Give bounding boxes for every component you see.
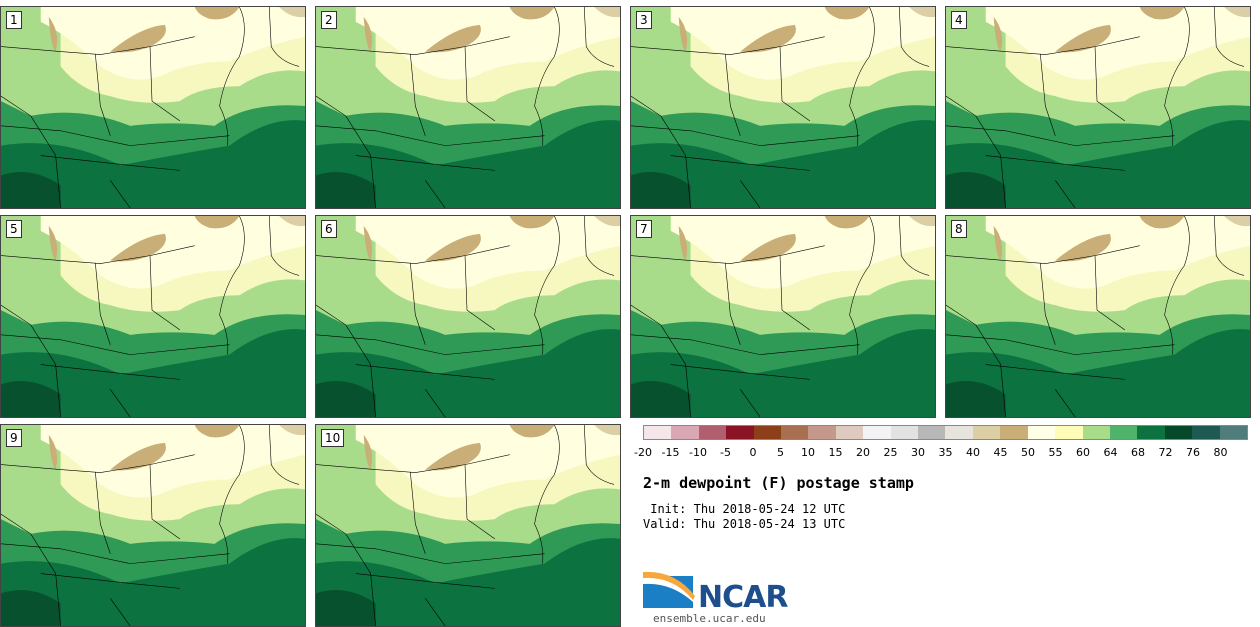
colorbar-tick-label: 60 [1076,446,1090,459]
colorbar-tick-label: 40 [966,446,980,459]
colorbar-swatch [1164,426,1193,439]
member-number-label: 9 [6,429,22,447]
colorbar [643,425,1248,440]
colorbar-tick-label: 0 [749,446,757,459]
colorbar-swatch [781,426,809,439]
colorbar-swatch [698,426,727,439]
colorbar-tick-label: -10 [689,446,707,459]
dewpoint-map [946,216,1250,417]
colorbar-swatch [644,426,672,439]
plot-title: 2-m dewpoint (F) postage stamp [643,474,914,492]
colorbar-swatch [1109,426,1138,439]
postage-stamp-member: 8 [945,215,1251,418]
colorbar-swatch [1192,426,1220,439]
colorbar-tick-label: -20 [634,446,652,459]
colorbar-tick-label: 55 [1048,446,1063,459]
colorbar-swatch [808,426,836,439]
colorbar-swatch [1137,426,1165,439]
postage-stamp-member: 2 [315,6,621,209]
member-number-label: 8 [951,220,967,238]
colorbar-tick-label: 30 [911,446,925,459]
colorbar-tick-label: 35 [938,446,953,459]
valid-value: Thu 2018-05-24 13 UTC [693,517,846,531]
valid-time: Valid: Thu 2018-05-24 13 UTC [643,517,845,531]
colorbar-tick-label: -15 [661,446,680,459]
member-number-label: 7 [636,220,652,238]
member-number-label: 10 [321,429,345,447]
ncar-logo-icon [643,571,695,608]
logo-text: NCAR [698,580,788,615]
postage-stamp-member: 5 [0,215,306,418]
colorbar-tick-label: 68 [1131,446,1145,459]
dewpoint-map [1,425,305,626]
postage-stamp-member: 1 [0,6,306,209]
colorbar-swatch [1000,426,1028,439]
colorbar-tick-label: 80 [1213,446,1228,459]
colorbar-swatch [671,426,699,439]
colorbar-swatch [726,426,754,439]
colorbar-ticks: -20 -15 -10 -5 0 5 10 15 20 25 30 35 40 45 50 55 60 64 68 7… [634,446,1248,460]
valid-label: Valid: [643,517,687,531]
colorbar-tick-label: 20 [856,446,870,459]
colorbar-swatch [1082,426,1110,439]
postage-stamp-member: 9 [0,424,306,627]
colorbar-swatch [918,426,946,439]
colorbar-tick-label: 72 [1158,446,1173,459]
colorbar-tick-label: 5 [777,446,784,459]
member-number-label: 2 [321,11,337,29]
colorbar-tick-label: 64 [1103,446,1118,459]
dewpoint-map [316,216,620,417]
member-number-label: 3 [636,11,652,29]
dewpoint-map [316,425,620,626]
colorbar-tick-label: 15 [828,446,843,459]
colorbar-swatch [835,426,864,439]
colorbar-tick-label: 10 [801,446,815,459]
member-number-label: 6 [321,220,337,238]
dewpoint-map [631,216,935,417]
colorbar-swatch [753,426,782,439]
postage-stamp-member: 10 [315,424,621,627]
dewpoint-map [316,7,620,208]
colorbar-tick-label: 45 [993,446,1008,459]
member-number-label: 4 [951,11,967,29]
member-number-label: 1 [6,11,22,29]
colorbar-tick-label: 25 [883,446,898,459]
init-time: Init: Thu 2018-05-24 12 UTC [643,502,845,516]
website-url: ensemble.ucar.edu [653,612,766,625]
dewpoint-map [1,7,305,208]
dewpoint-map [946,7,1250,208]
colorbar-tick-label: 76 [1186,446,1200,459]
dewpoint-map [1,216,305,417]
colorbar-tick-label: 50 [1021,446,1035,459]
dewpoint-map [631,7,935,208]
colorbar-swatch [863,426,891,439]
colorbar-tick-label: -5 [720,446,731,459]
member-number-label: 5 [6,220,22,238]
init-value: Thu 2018-05-24 12 UTC [693,502,846,516]
colorbar-swatch [1055,426,1083,439]
init-label: Init: [643,502,687,516]
postage-stamp-member: 6 [315,215,621,418]
colorbar-swatch [1027,426,1056,439]
colorbar-swatch [945,426,973,439]
postage-stamp-member: 7 [630,215,936,418]
colorbar-swatch [972,426,1001,439]
colorbar-swatch [890,426,919,439]
postage-stamp-member: 4 [945,6,1251,209]
colorbar-swatch [1219,426,1247,439]
postage-stamp-member: 3 [630,6,936,209]
